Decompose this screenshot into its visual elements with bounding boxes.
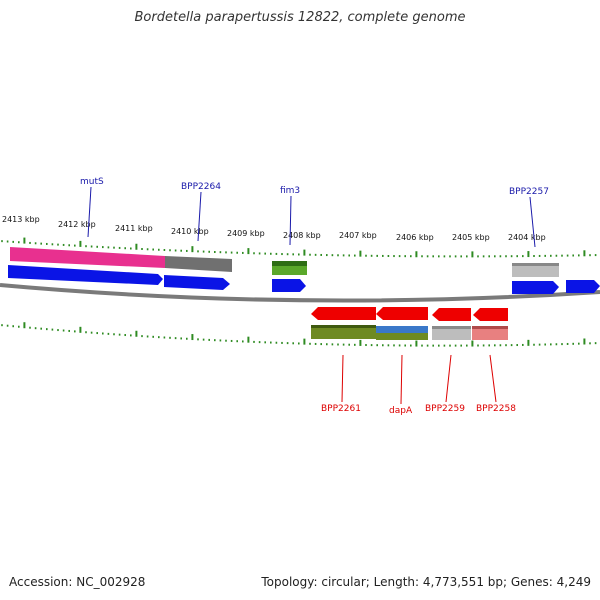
- gene-label-bpp2261[interactable]: BPP2261: [321, 404, 361, 414]
- kbp-label: 2409 kbp: [227, 229, 265, 238]
- bpp2257-feature[interactable]: [512, 263, 559, 277]
- cds-forward-arrow[interactable]: [272, 279, 306, 292]
- bpp2259-feature[interactable]: [432, 326, 471, 340]
- leader-line: [529, 196, 536, 248]
- gene-label-bpp2264[interactable]: BPP2264: [181, 182, 221, 192]
- bpp2261-feature[interactable]: [311, 325, 376, 339]
- mutS-feature-shade[interactable]: [165, 256, 232, 272]
- kbp-label: 2411 kbp: [115, 224, 153, 233]
- bpp2258-feature-top: [472, 326, 508, 329]
- genome-backbone: [0, 283, 600, 303]
- kbp-label: 2406 kbp: [396, 233, 434, 242]
- cds-forward-arrow[interactable]: [8, 265, 163, 285]
- bpp2258-feature[interactable]: [472, 326, 508, 340]
- genome-summary: Topology: circular; Length: 4,773,551 bp…: [261, 575, 591, 589]
- kbp-label: 2410 kbp: [171, 227, 209, 236]
- leader-line: [445, 354, 452, 403]
- bpp2259-feature-top: [432, 326, 471, 329]
- gene-label-bpp2259[interactable]: BPP2259: [425, 404, 465, 414]
- fim3-feature-top: [272, 261, 307, 266]
- kbp-label: 2407 kbp: [339, 231, 377, 240]
- tick-marks: [1, 237, 597, 347]
- cds-reverse-arrow[interactable]: [473, 308, 508, 321]
- kbp-label: 2408 kbp: [283, 231, 321, 240]
- bpp2257-feature-top: [512, 263, 559, 266]
- cds-forward-arrow[interactable]: [164, 275, 230, 290]
- kbp-label: 2404 kbp: [508, 233, 546, 242]
- dapA-feature[interactable]: [376, 326, 428, 333]
- cds-reverse-arrow[interactable]: [311, 307, 376, 320]
- gene-label-dapA[interactable]: dapA: [389, 406, 413, 416]
- leader-line: [341, 354, 344, 403]
- kbp-label: 2412 kbp: [58, 220, 96, 229]
- kbp-label: 2413 kbp: [2, 215, 40, 224]
- leader-line: [87, 186, 92, 238]
- leader-line: [489, 354, 497, 403]
- accession-label: Accession: NC_002928: [9, 575, 146, 589]
- cds-reverse-arrow[interactable]: [376, 307, 428, 320]
- genome-title: Bordetella parapertussis 12822, complete…: [134, 10, 466, 25]
- kbp-label: 2405 kbp: [452, 233, 490, 242]
- mutS-feature[interactable]: [10, 247, 165, 268]
- cds-forward-arrow[interactable]: [566, 280, 600, 293]
- gene-label-bpp2257[interactable]: BPP2257: [509, 187, 549, 197]
- dapA-feature-lower[interactable]: [376, 333, 428, 340]
- cds-reverse-arrow[interactable]: [432, 308, 471, 321]
- gene-label-bpp2258[interactable]: BPP2258: [476, 404, 516, 414]
- gene-label-mutS[interactable]: mutS: [80, 177, 104, 187]
- leader-line: [289, 195, 292, 246]
- cds-forward-arrow[interactable]: [512, 281, 559, 294]
- gene-label-fim3[interactable]: fim3: [280, 186, 300, 196]
- leader-line: [400, 354, 403, 405]
- leader-line: [197, 191, 202, 242]
- bpp2261-feature-top: [311, 325, 376, 328]
